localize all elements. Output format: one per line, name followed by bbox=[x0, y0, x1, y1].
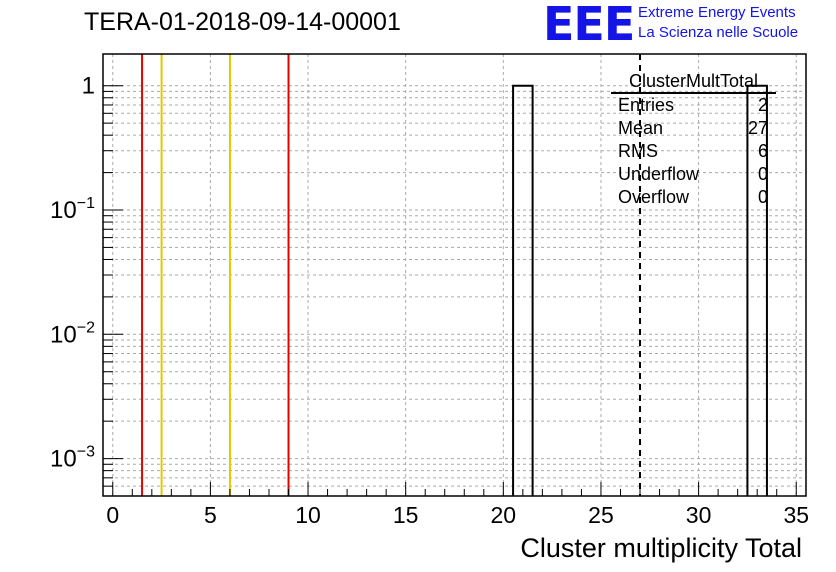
plot-title: TERA-01-2018-09-14-00001 bbox=[84, 8, 401, 36]
stats-label: Entries bbox=[618, 95, 675, 115]
histogram-bin bbox=[746, 84, 768, 496]
logo-caption: Extreme Energy Events La Scienza nelle S… bbox=[638, 3, 798, 43]
y-tick-label: 10−1 bbox=[50, 195, 95, 224]
stats-label: RMS bbox=[618, 141, 658, 161]
x-axis-label: Cluster multiplicity Total bbox=[520, 533, 802, 563]
stats-value: 0 bbox=[757, 164, 768, 184]
eee-logo: EEE bbox=[543, 0, 635, 51]
stats-label: Overflow bbox=[618, 187, 690, 207]
x-tick-label: 20 bbox=[491, 502, 517, 528]
stats-value: 2 bbox=[757, 95, 768, 115]
x-tick-label: 25 bbox=[588, 502, 614, 528]
logo-caption-line2: La Scienza nelle Scuole bbox=[638, 24, 799, 41]
histogram-bin bbox=[512, 84, 534, 496]
x-tick-label: 5 bbox=[204, 502, 217, 528]
stats-box: ClusterMultTotal Entries 2 Mean 27 RMS 6… bbox=[611, 70, 776, 209]
stats-row: Underflow 0 bbox=[611, 163, 776, 186]
stats-box-title: ClusterMultTotal bbox=[611, 70, 776, 94]
stats-value: 6 bbox=[757, 141, 768, 161]
stats-row: RMS 6 bbox=[611, 140, 776, 163]
y-tick-label: 1 bbox=[82, 73, 95, 100]
x-tick-label: 10 bbox=[295, 502, 321, 528]
y-tick-label: 10−2 bbox=[50, 319, 95, 348]
stats-label: Underflow bbox=[618, 164, 700, 184]
stats-row: Overflow 0 bbox=[611, 186, 776, 209]
x-tick-label: 35 bbox=[783, 502, 809, 528]
stats-label: Mean bbox=[618, 118, 664, 138]
stats-value: 0 bbox=[757, 187, 768, 207]
x-tick-label: 0 bbox=[106, 502, 119, 528]
logo-caption-line1: Extreme Energy Events bbox=[638, 4, 796, 21]
y-tick-label: 10−3 bbox=[50, 444, 95, 473]
stats-value: 27 bbox=[747, 118, 768, 138]
x-tick-label: 30 bbox=[686, 502, 712, 528]
x-tick-label: 15 bbox=[393, 502, 419, 528]
stats-row: Mean 27 bbox=[611, 117, 776, 140]
stats-row: Entries 2 bbox=[611, 94, 776, 117]
